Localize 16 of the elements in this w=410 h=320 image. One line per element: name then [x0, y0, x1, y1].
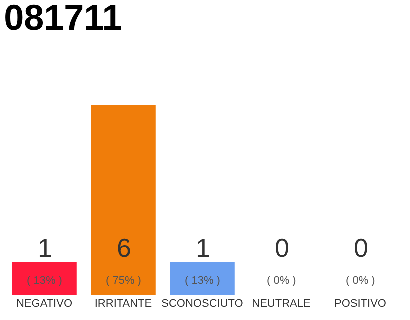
- annotation: 1: [38, 233, 52, 263]
- data-label: ( 75% ): [106, 275, 142, 287]
- x-tick-label: IRRITANTE: [94, 298, 152, 310]
- annotation: 1: [196, 233, 210, 263]
- annotation: 6: [117, 233, 132, 263]
- chart-title: 081711: [4, 0, 122, 38]
- x-tick-label: NEUTRALE: [252, 298, 311, 310]
- data-label: ( 0% ): [267, 275, 296, 287]
- data-label: ( 13% ): [27, 275, 62, 287]
- annotation: 0: [275, 233, 290, 263]
- x-tick-label: NEGATIVO: [16, 298, 73, 310]
- data-label: ( 13% ): [185, 275, 220, 287]
- data-label: ( 0% ): [346, 275, 376, 287]
- annotation: 0: [354, 233, 368, 263]
- x-tick-label: SCONOSCIUTO: [162, 298, 244, 310]
- x-tick-label: POSITIVO: [334, 298, 387, 310]
